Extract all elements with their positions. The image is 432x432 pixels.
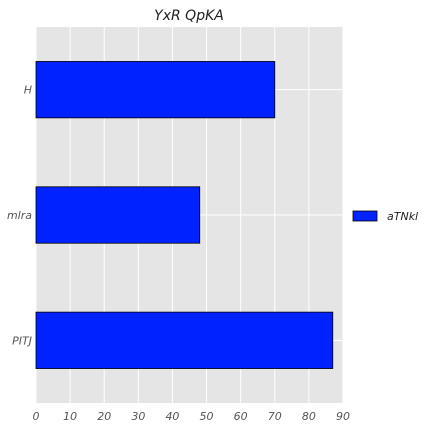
bar-pitj xyxy=(35,311,334,369)
x-tick-label: 70 xyxy=(268,410,282,423)
bar-h xyxy=(35,61,276,119)
y-tick-label: mlra xyxy=(7,209,32,222)
bars xyxy=(35,61,334,369)
x-tick-label: 10 xyxy=(63,410,77,423)
x-tick-label: 40 xyxy=(165,410,179,423)
x-tick-label: 90 xyxy=(336,410,350,423)
x-tick-label: 30 xyxy=(131,410,145,423)
x-tick-label: 50 xyxy=(200,410,214,423)
legend-label: aTNkl xyxy=(387,210,418,223)
chart-title: YxR QpKA xyxy=(154,8,224,24)
y-tick-label: H xyxy=(24,84,32,97)
bar-mlra xyxy=(35,186,201,244)
x-tick-label: 0 xyxy=(33,410,40,423)
x-tick-label: 60 xyxy=(234,410,248,423)
x-tick-label: 80 xyxy=(302,410,316,423)
y-tick-label: PITJ xyxy=(12,334,32,347)
legend-swatch xyxy=(352,210,378,222)
x-tick-labels: 0 10 20 30 40 50 60 70 80 90 xyxy=(33,410,351,423)
legend: aTNkl xyxy=(352,210,418,223)
x-tick-label: 20 xyxy=(97,410,111,423)
